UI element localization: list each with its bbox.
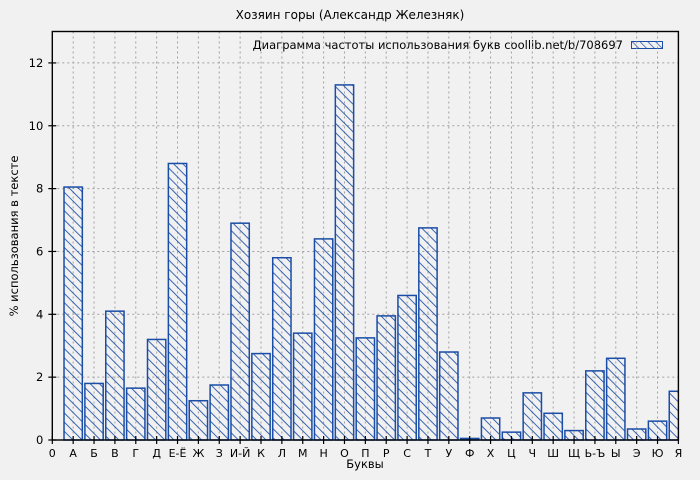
x-tick-label-Ж: Ж xyxy=(192,447,204,460)
x-tick-label-Р: Р xyxy=(383,447,390,460)
x-tick-label-Ч: Ч xyxy=(529,447,537,460)
x-tick-label-А: А xyxy=(69,447,77,460)
bar-С xyxy=(397,294,417,441)
bar-Ь-Ъ xyxy=(585,370,605,441)
y-tick-label-10: 10 xyxy=(29,119,44,133)
legend-label: Диаграмма частоты использования букв coo… xyxy=(252,38,623,52)
x-tick-label-Щ: Щ xyxy=(568,447,580,460)
bar-У xyxy=(438,351,459,441)
y-tick-label-4: 4 xyxy=(36,307,43,321)
bar-Ш xyxy=(543,412,564,441)
x-tick-label-Е-Ё: Е-Ё xyxy=(169,447,187,460)
x-tick-label-Ш: Ш xyxy=(547,447,559,460)
bar-И-Й xyxy=(230,222,251,441)
tick-marks xyxy=(48,62,680,444)
legend-swatch-icon xyxy=(631,41,663,49)
x-tick-label-Ь-Ъ: Ь-Ъ xyxy=(585,447,606,460)
bar-Ж xyxy=(188,399,209,441)
bar-Н xyxy=(313,238,334,441)
bar-Л xyxy=(271,256,292,441)
x-tick-label-С: С xyxy=(403,447,411,460)
bar-Е-Ё xyxy=(167,162,188,441)
x-tick-label-У: У xyxy=(445,447,452,460)
legend: Диаграмма частоты использования букв coo… xyxy=(253,38,663,52)
x-tick-label-Т: Т xyxy=(424,447,432,460)
y-tick-label-12: 12 xyxy=(29,56,44,70)
bar-А xyxy=(63,186,84,441)
bar-Р xyxy=(376,315,397,441)
x-tick-label-З: З xyxy=(216,447,223,460)
x-tick-label-М: М xyxy=(298,447,308,460)
x-tick-label-Ц: Ц xyxy=(507,447,516,460)
bar-Ч xyxy=(522,392,543,441)
x-tick-label-О: О xyxy=(340,447,349,460)
x-tick-label-П: П xyxy=(361,447,369,460)
x-tick-label-0: 0 xyxy=(49,447,56,460)
bar-Я xyxy=(668,390,679,441)
x-tick-label-Ю: Ю xyxy=(652,447,664,460)
x-tick-label-Я: Я xyxy=(675,447,683,460)
bars-group xyxy=(63,84,679,441)
x-tick-label-Г: Г xyxy=(132,447,139,460)
bar-М xyxy=(292,332,313,441)
bar-В xyxy=(105,310,125,441)
x-tick-label-В: В xyxy=(111,447,119,460)
bar-Ы xyxy=(605,357,626,441)
x-tick-label-Э: Э xyxy=(633,447,641,460)
bar-Д xyxy=(146,338,167,441)
y-tick-label-2: 2 xyxy=(36,370,43,384)
x-tick-label-И-Й: И-Й xyxy=(230,447,250,460)
y-tick-label-0: 0 xyxy=(36,433,43,447)
x-tick-label-Л: Л xyxy=(278,447,286,460)
y-tick-labels: 0 2 4 6 8 10 12 xyxy=(29,56,44,447)
x-axis-label: Буквы xyxy=(346,457,384,471)
bar-Т xyxy=(418,227,438,441)
x-tick-label-Х: Х xyxy=(487,447,495,460)
x-tick-label-Б: Б xyxy=(90,447,98,460)
bar-З xyxy=(209,384,230,441)
bar-Б xyxy=(84,382,104,441)
x-tick-label-Ф: Ф xyxy=(465,447,474,460)
x-tick-label-Д: Д xyxy=(152,447,161,460)
y-tick-label-8: 8 xyxy=(36,182,43,196)
y-tick-label-6: 6 xyxy=(36,244,43,258)
x-tick-labels: 0 А Б В Г Д Е-Ё Ж З И-Й К Л М Н О П Р С Т У Ф Х Ц Ч Ш Щ Ь-Ъ Ы Э Ю Я xyxy=(49,447,682,460)
x-tick-label-К: К xyxy=(257,447,265,460)
bar-К xyxy=(251,352,271,441)
chart-title: Хозяин горы (Александр Железняк) xyxy=(235,8,465,22)
x-tick-label-Н: Н xyxy=(319,447,327,460)
x-tick-label-Ы: Ы xyxy=(611,447,621,460)
bar-Г xyxy=(125,387,146,441)
bar-П xyxy=(355,337,376,441)
bar-О xyxy=(334,84,355,441)
